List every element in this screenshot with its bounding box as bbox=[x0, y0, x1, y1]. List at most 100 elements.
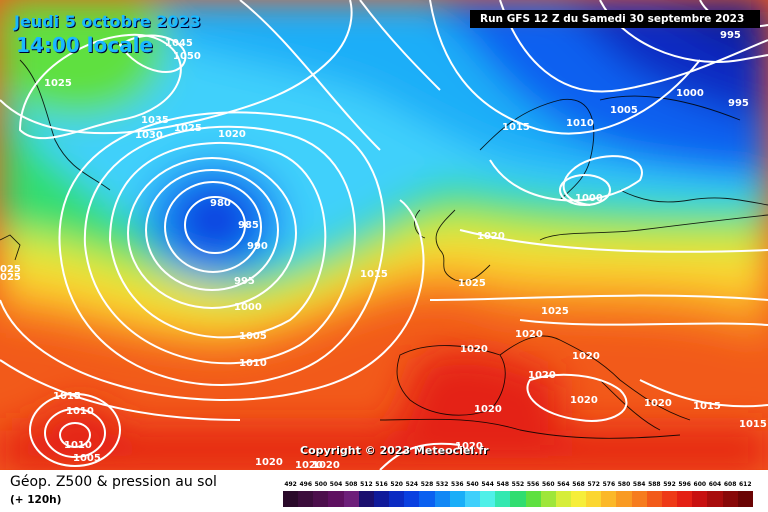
pressure-labels: 1045 1050 1025 1035 1030 1025 1020 980 985 990 995… bbox=[0, 30, 767, 470]
scale-tick-label: 508 bbox=[344, 481, 358, 488]
isobars bbox=[0, 0, 768, 470]
scale-tick-label: 604 bbox=[708, 481, 722, 488]
scale-tick-label: 532 bbox=[435, 481, 449, 488]
scale-bar bbox=[283, 491, 753, 507]
legend-title: Géop. Z500 & pression au sol bbox=[10, 474, 217, 490]
pressure-label: 1015 bbox=[739, 419, 767, 430]
scale-swatch bbox=[586, 491, 602, 507]
scale-ticks: 492 496 500 504 508 512 516 520 524 528 532 536 540 5… bbox=[283, 480, 753, 490]
scale-tick-label: 588 bbox=[648, 481, 661, 488]
pressure-label: 1025 bbox=[44, 78, 72, 89]
scale-swatch bbox=[495, 491, 511, 507]
scale-tick-label: 520 bbox=[390, 481, 403, 488]
pressure-label: 1005 bbox=[73, 453, 101, 464]
scale-swatch bbox=[373, 491, 390, 507]
scale-swatch bbox=[616, 491, 632, 507]
pressure-label: 1020 bbox=[528, 370, 556, 381]
pressure-label: 025 bbox=[0, 264, 21, 275]
scale-tick-label: 496 bbox=[299, 481, 312, 488]
scale-swatch bbox=[464, 491, 481, 507]
pressure-label: 1025 bbox=[174, 123, 202, 134]
pressure-label: 1020 bbox=[312, 460, 340, 470]
scale-swatch bbox=[343, 491, 359, 507]
scale-tick-label: 564 bbox=[557, 481, 570, 488]
pressure-label: 1015 bbox=[693, 401, 721, 412]
pressure-label: 1030 bbox=[135, 130, 163, 141]
legend-subtitle: (+ 120h) bbox=[10, 494, 62, 506]
geopotential-field bbox=[0, 0, 768, 470]
pressure-label: 985 bbox=[238, 220, 259, 231]
scale-swatch bbox=[601, 491, 617, 507]
scale-tick-label: 608 bbox=[723, 481, 737, 488]
pressure-label: 1015 bbox=[360, 269, 388, 280]
pressure-label: 995 bbox=[720, 30, 741, 41]
scale-swatch bbox=[631, 491, 647, 507]
scale-swatch bbox=[692, 491, 708, 507]
pressure-label: 995 bbox=[234, 276, 255, 287]
pressure-label: 1020 bbox=[295, 460, 323, 470]
pressure-label: 1000 bbox=[676, 88, 704, 99]
scale-tick-label: 568 bbox=[572, 481, 585, 488]
pressure-label: 1020 bbox=[644, 398, 672, 409]
pressure-label: 1010 bbox=[239, 358, 267, 369]
pressure-label: 1020 bbox=[455, 441, 483, 452]
pressure-label: 1025 bbox=[458, 278, 486, 289]
pressure-label: 1010 bbox=[64, 440, 92, 451]
scale-swatch bbox=[313, 491, 329, 507]
scale-swatch bbox=[283, 491, 299, 507]
forecast-date: Jeudi 5 octobre 2023 bbox=[14, 12, 201, 31]
pressure-label: 1005 bbox=[239, 331, 267, 342]
pressure-label: 1000 bbox=[234, 302, 262, 313]
copyright: Copyright © 2023 Meteociel.fr bbox=[300, 444, 489, 457]
scale-swatch bbox=[358, 491, 374, 507]
scale-tick-label: 492 bbox=[284, 481, 297, 488]
map-canvas: 1045 1050 1025 1035 1030 1025 1020 980 985 990 995… bbox=[0, 0, 768, 470]
pressure-label: 1000 bbox=[575, 193, 603, 204]
scale-tick-label: 560 bbox=[541, 481, 555, 488]
scale-swatch bbox=[298, 491, 314, 507]
scale-swatch bbox=[646, 491, 662, 507]
pressure-label: 995 bbox=[728, 98, 749, 109]
scale-tick-label: 596 bbox=[678, 481, 691, 488]
scale-swatch bbox=[434, 491, 450, 507]
scale-tick-label: 516 bbox=[375, 481, 388, 488]
scale-tick-label: 548 bbox=[496, 481, 510, 488]
scale-swatch bbox=[722, 491, 738, 507]
pressure-label: 1015 bbox=[53, 391, 81, 402]
scale-swatch bbox=[677, 491, 693, 507]
scale-tick-label: 536 bbox=[451, 481, 464, 488]
pressure-label: 1020 bbox=[570, 395, 598, 406]
scale-swatch bbox=[540, 491, 556, 507]
pressure-label: 1050 bbox=[173, 51, 201, 62]
pressure-label: 1010 bbox=[66, 406, 94, 417]
pressure-label: 1005 bbox=[610, 105, 638, 116]
pressure-label: 1010 bbox=[566, 118, 594, 129]
weather-map: 1045 1050 1025 1035 1030 1025 1020 980 985 990 995… bbox=[0, 0, 768, 470]
color-scale: 492 496 500 504 508 512 516 520 524 528 532 536 540 5… bbox=[283, 480, 753, 508]
scale-swatch bbox=[389, 491, 405, 507]
scale-tick-label: 512 bbox=[360, 481, 373, 488]
pressure-label: 1020 bbox=[255, 457, 283, 468]
pressure-label: 1015 bbox=[502, 122, 530, 133]
pressure-label: 1020 bbox=[218, 129, 246, 140]
pressure-label: 1020 bbox=[572, 351, 600, 362]
legend-footer: Géop. Z500 & pression au sol (+ 120h) 49… bbox=[0, 470, 768, 512]
pressure-label: 1020 bbox=[460, 344, 488, 355]
pressure-label: 1020 bbox=[477, 231, 505, 242]
scale-tick-label: 544 bbox=[481, 481, 494, 488]
scale-swatch bbox=[525, 491, 541, 507]
forecast-time: 14:00 locale bbox=[16, 33, 153, 57]
scale-tick-label: 540 bbox=[466, 481, 479, 488]
scale-tick-label: 552 bbox=[511, 481, 525, 488]
scale-swatch bbox=[661, 491, 678, 507]
scale-swatch bbox=[449, 491, 465, 507]
scale-swatch bbox=[555, 491, 571, 507]
run-info: Run GFS 12 Z du Samedi 30 septembre 2023 bbox=[470, 10, 760, 28]
pressure-label: 1025 bbox=[541, 306, 569, 317]
scale-tick-label: 524 bbox=[405, 481, 419, 488]
scale-tick-label: 504 bbox=[329, 481, 343, 488]
scale-swatch bbox=[570, 491, 587, 507]
scale-tick-label: 580 bbox=[617, 481, 631, 488]
pressure-label: 1035 bbox=[141, 115, 169, 126]
scale-swatch bbox=[510, 491, 526, 507]
